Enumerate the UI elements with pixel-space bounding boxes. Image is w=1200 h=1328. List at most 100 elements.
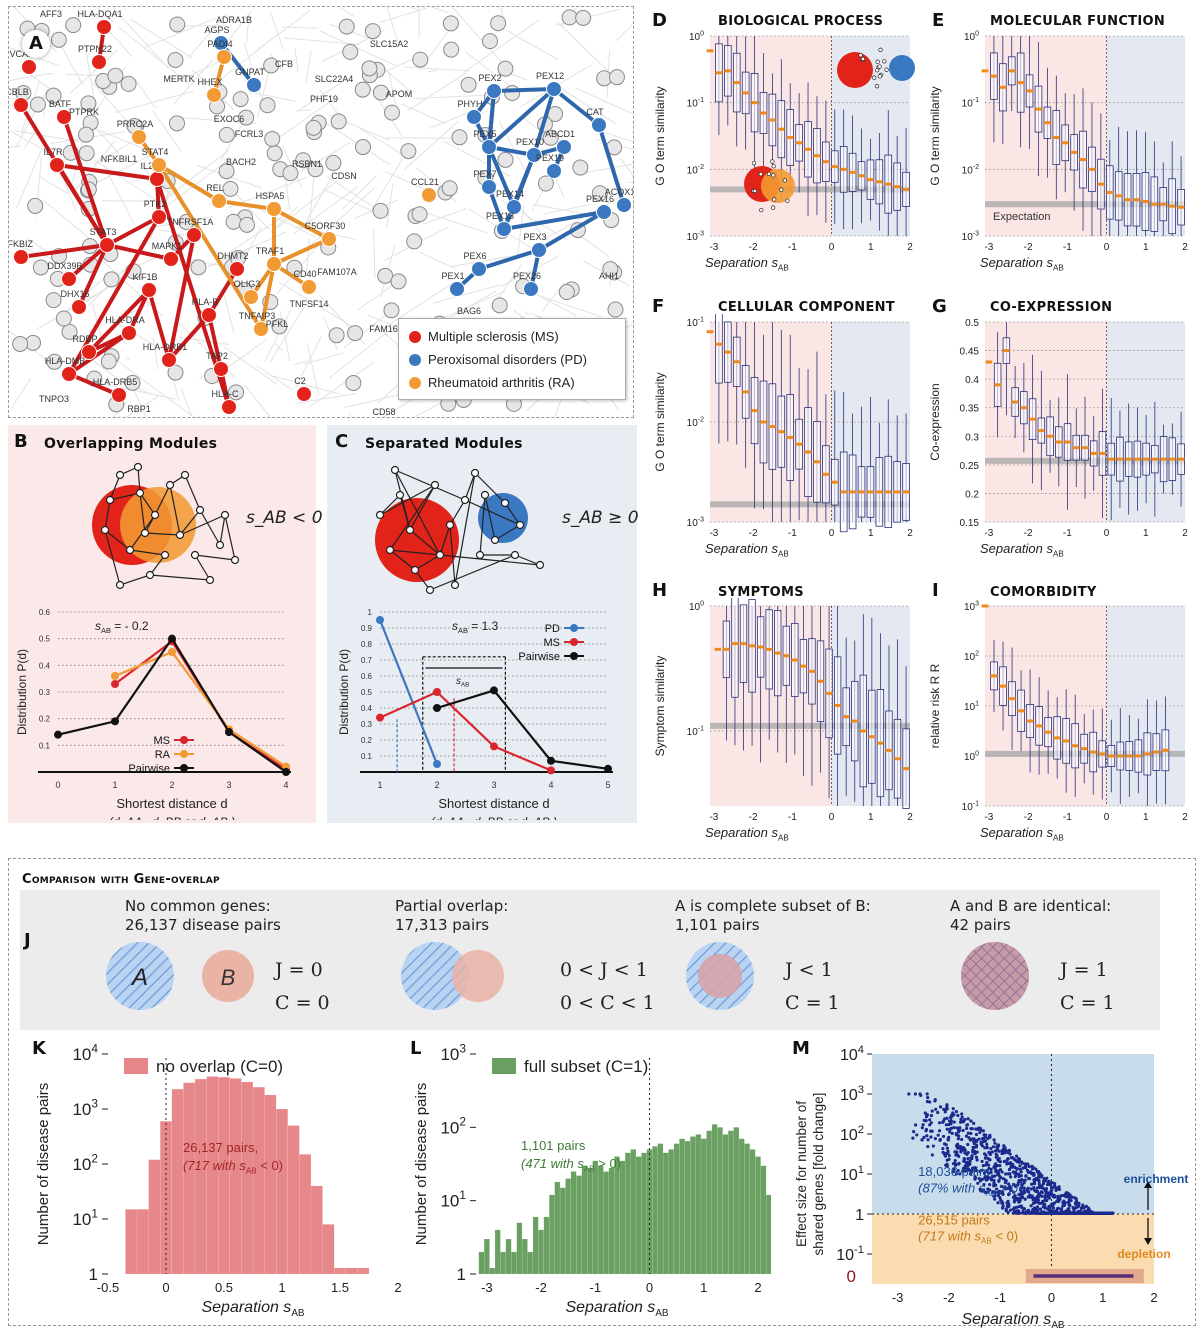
- histogram-bar: [171, 1088, 184, 1275]
- module-node: [195, 505, 205, 515]
- y-tick-label: 0.5: [39, 635, 51, 644]
- scatter-point: [966, 1117, 970, 1121]
- x-tick-label: 2: [1150, 1290, 1157, 1305]
- scatter-point: [988, 1182, 992, 1187]
- scatter-point: [1033, 1211, 1037, 1215]
- y-tick-label: 0.15: [960, 518, 980, 529]
- module-node: [220, 510, 230, 520]
- module-node: [395, 490, 405, 500]
- network-node-ra: [266, 256, 282, 272]
- scatter-point: [954, 1153, 958, 1157]
- y-axis-label: Number of disease pairs: [35, 1083, 52, 1246]
- scatter-point: [993, 1197, 997, 1201]
- scatter-point: [953, 1150, 957, 1154]
- gene-label: AHI1: [599, 271, 619, 281]
- scatter-point: [1007, 1167, 1012, 1172]
- module-node: [150, 510, 160, 520]
- network-background-edge: [524, 311, 530, 316]
- scatter-point: [982, 1139, 986, 1143]
- network-node-gray: [167, 364, 184, 381]
- module-node: [500, 498, 510, 508]
- network-node-gray: [264, 130, 281, 147]
- histogram-bar: [136, 1209, 149, 1275]
- scatter-point: [973, 1166, 978, 1170]
- network-background-edge: [256, 365, 293, 391]
- scatter-point: [1006, 1199, 1010, 1203]
- network-edge-ra: [157, 163, 221, 203]
- histogram-bar: [516, 1222, 523, 1275]
- scatter-point: [995, 1173, 1000, 1177]
- network-background-edge: [20, 81, 40, 135]
- gene-label: C5ORF30: [305, 221, 346, 231]
- x-tick-label: -1: [1063, 242, 1072, 253]
- network-node-gray: [190, 259, 207, 276]
- histogram-bar: [581, 1165, 588, 1275]
- module-node: [133, 462, 143, 472]
- histogram-bar: [357, 1267, 370, 1275]
- scatter-point: [1050, 1192, 1054, 1196]
- scatter-point: [969, 1156, 974, 1160]
- histogram-bar: [587, 1167, 593, 1275]
- module-node: [475, 550, 485, 560]
- module-edge: [409, 529, 441, 556]
- legend-label: RA: [155, 749, 171, 761]
- panel-c: [327, 425, 637, 823]
- module-edge: [394, 469, 411, 531]
- scatter-point: [1011, 1195, 1016, 1199]
- coverage-condition: C = 1: [785, 992, 840, 1014]
- network-background-edge: [293, 360, 308, 366]
- inset-module-orange: [761, 169, 795, 203]
- scatter-point: [1063, 1201, 1067, 1205]
- scatter-point: [953, 1159, 957, 1163]
- network-edge-pd: [487, 145, 516, 209]
- network-background-edge: [189, 259, 198, 262]
- series-line-pd: [378, 619, 439, 765]
- network-node-gray: [239, 216, 256, 233]
- scatter-point: [922, 1118, 926, 1122]
- scatter-point: [1040, 1194, 1044, 1198]
- network-edge-ms: [67, 331, 131, 376]
- x-tick-label: 0: [1104, 812, 1110, 823]
- scatter-point: [954, 1144, 959, 1148]
- y-tick-label: 102: [964, 651, 979, 664]
- module-edge: [104, 499, 111, 531]
- gene-label: HLA-DRB5: [93, 377, 138, 387]
- network-node-gray: [497, 151, 514, 168]
- scatter-point: [982, 1133, 986, 1137]
- gene-label: HLA-DQA1: [77, 9, 122, 19]
- network-node-gray: [238, 109, 255, 126]
- y-axis-label: Effect size for number of shared genes [f…: [794, 1093, 826, 1256]
- gene-label: DDX39B: [47, 261, 82, 271]
- scatter-point: [1098, 1211, 1103, 1215]
- network-node-gray: [120, 75, 137, 92]
- x-tick-label: 5: [605, 780, 610, 790]
- network-background-edge: [386, 183, 394, 228]
- network-background-edge: [187, 14, 227, 59]
- scatter-point: [958, 1172, 962, 1176]
- scatter-point: [1033, 1200, 1037, 1205]
- network-background-edge: [451, 7, 503, 64]
- x-tick-label: 1: [278, 1280, 285, 1295]
- y-tick-label: 10-1: [962, 801, 979, 814]
- chart-l: 1 101 102 103 -3 -2 -1 0 1 2 full subset (C=1) 1,10…: [413, 1041, 771, 1319]
- x-tick-label: -2: [749, 528, 758, 539]
- network-background-edge: [180, 388, 193, 417]
- scatter-point: [937, 1129, 942, 1133]
- gene-label: PEX12: [536, 71, 564, 81]
- scatter-point: [984, 1163, 988, 1167]
- gene-label: CCL21: [411, 177, 439, 187]
- scatter-point: [1103, 1211, 1107, 1215]
- gene-label: AGPS: [204, 25, 229, 35]
- gene-label: CAT: [586, 107, 604, 117]
- gene-label: SLC15A2: [370, 39, 409, 49]
- module-node: [165, 480, 175, 490]
- gene-label: PEX13: [486, 211, 514, 221]
- venn-label-a: A: [130, 964, 148, 991]
- network-background-edge: [619, 157, 633, 177]
- y-tick-label: 10-1: [962, 97, 979, 110]
- x-tick-label: -2: [749, 242, 758, 253]
- scatter-point: [947, 1123, 951, 1127]
- network-node-gray: [218, 163, 235, 180]
- histogram-bar: [695, 1134, 702, 1275]
- scatter-point: [960, 1112, 964, 1116]
